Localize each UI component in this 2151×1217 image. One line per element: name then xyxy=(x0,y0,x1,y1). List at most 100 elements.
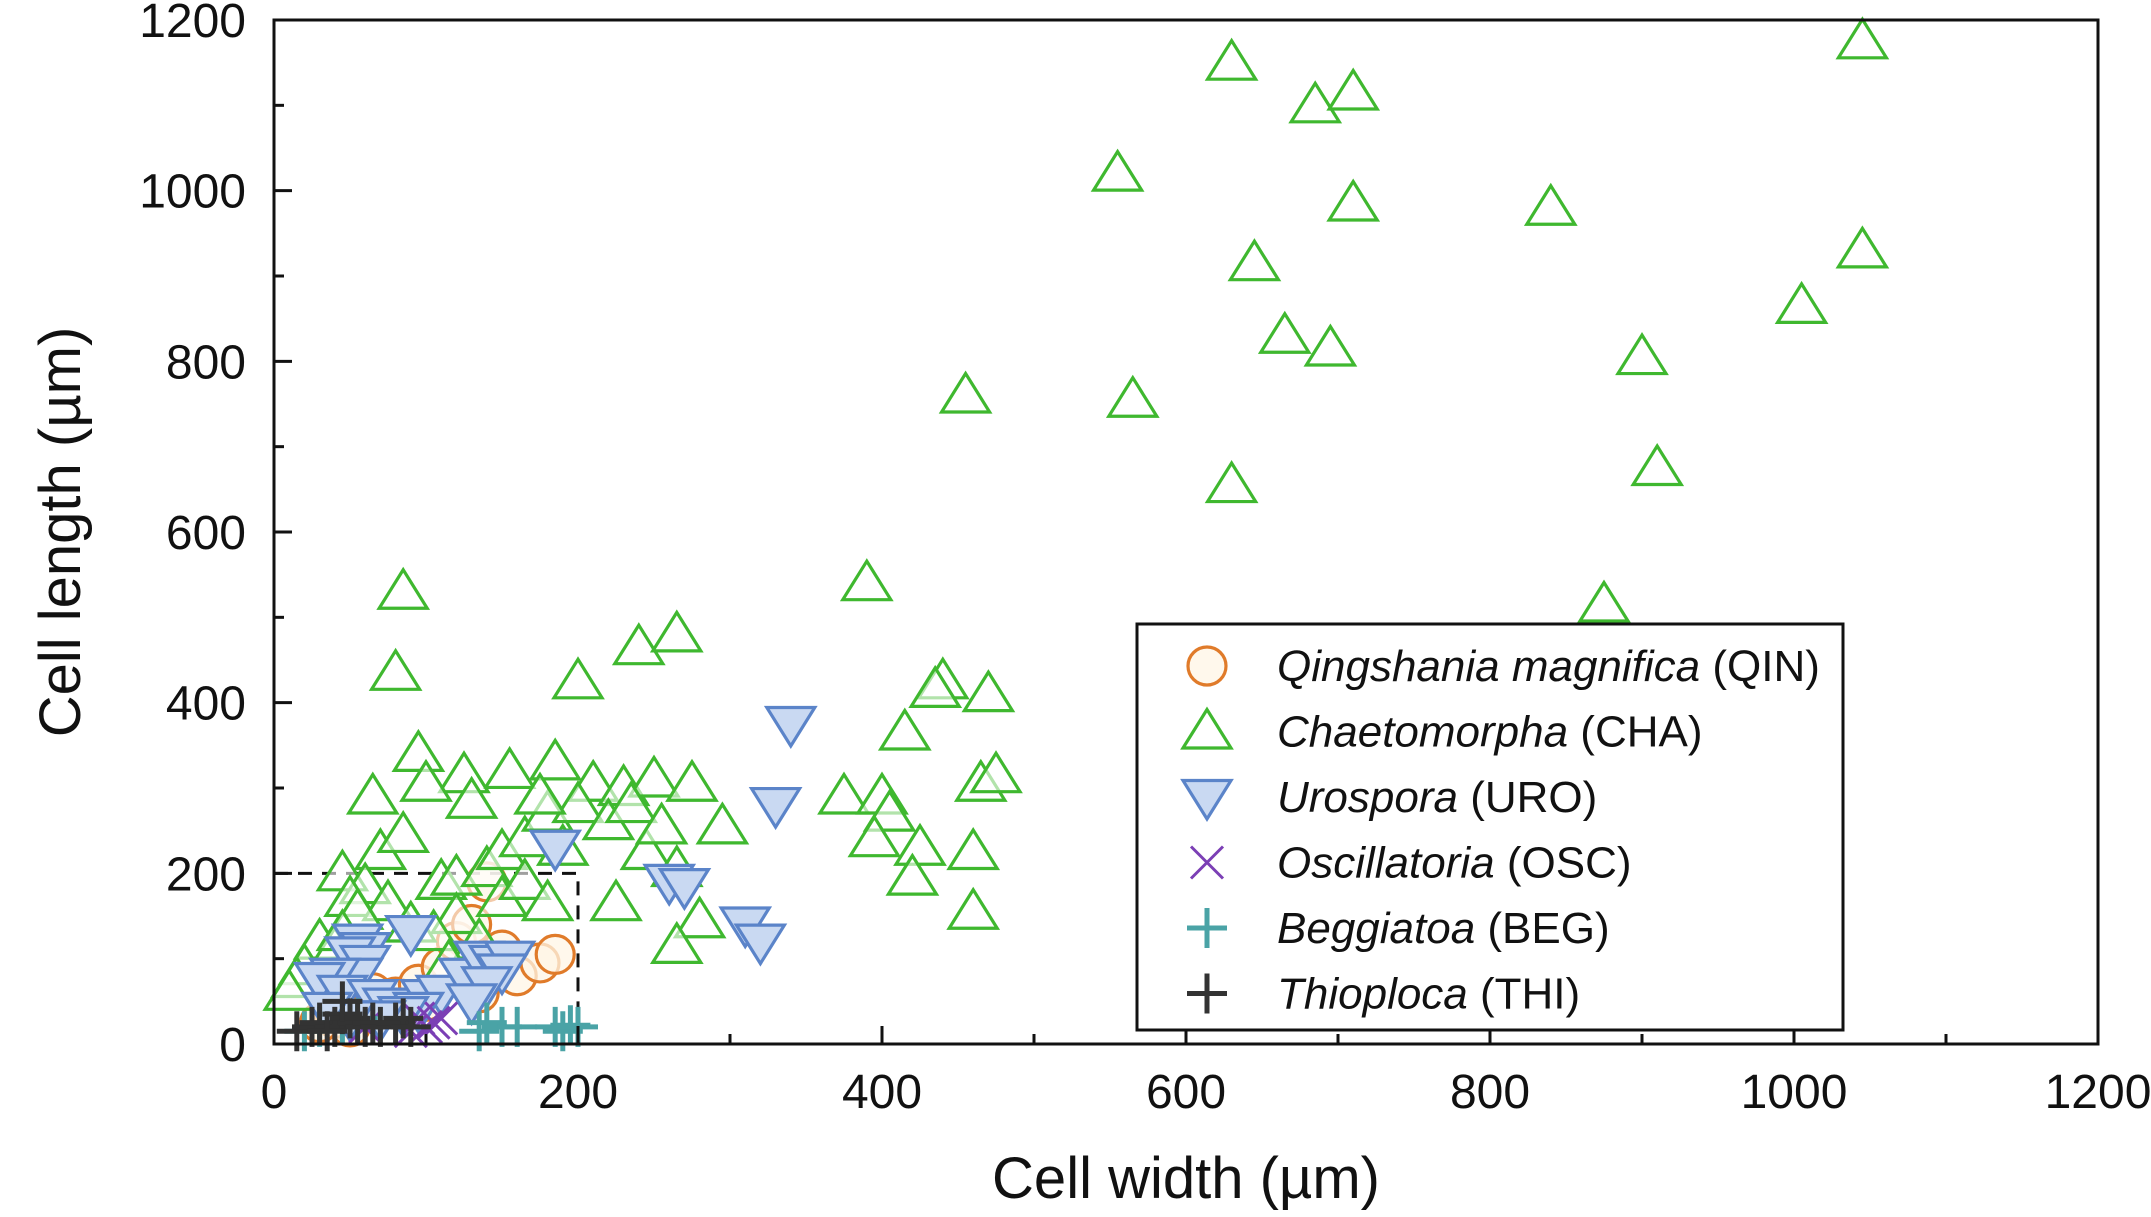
data-point xyxy=(520,878,575,922)
data-point xyxy=(634,801,689,845)
data-point xyxy=(513,771,567,815)
legend-series-abbr: (URO) xyxy=(1458,773,1597,822)
legend-item: Qingshania magnifica (QIN) xyxy=(1186,642,1820,691)
data-point xyxy=(893,822,947,866)
legend-series-abbr: (CHA) xyxy=(1568,708,1702,757)
data-point xyxy=(1835,16,1890,60)
axis-ticks: 0 200 400 600 800 1000 1200 0 200 400 600 800 1000 12… xyxy=(139,0,2151,1119)
legend-label: Qingshania magnifica (QIN) xyxy=(1277,642,1820,691)
x-tick-label: 1000 xyxy=(1741,1066,1848,1119)
data-point xyxy=(657,868,712,912)
data-point xyxy=(748,786,803,831)
data-point xyxy=(368,647,423,691)
y-tick-label: 0 xyxy=(219,1019,246,1072)
data-point xyxy=(611,622,666,666)
data-point xyxy=(665,758,719,802)
data-point xyxy=(1523,182,1578,226)
data-point xyxy=(908,664,963,708)
y-tick-label: 200 xyxy=(166,848,246,901)
data-point xyxy=(399,758,453,802)
legend-label: Beggiatoa (BEG) xyxy=(1277,904,1610,953)
y-tick-label: 400 xyxy=(166,678,246,731)
legend-series-name: Beggiatoa xyxy=(1277,904,1475,953)
data-point xyxy=(1204,460,1259,504)
data-point xyxy=(528,737,583,781)
data-point xyxy=(733,923,788,967)
data-point xyxy=(938,370,993,414)
legend-series-abbr: (QIN) xyxy=(1700,642,1820,691)
data-point xyxy=(1774,280,1829,324)
legend-series-name: Oscillatoria xyxy=(1277,839,1495,888)
data-point xyxy=(649,920,704,964)
highlight-box-layer xyxy=(274,871,580,1044)
data-point xyxy=(1615,332,1669,376)
data-point xyxy=(1204,37,1259,81)
data-point xyxy=(1288,80,1343,124)
legend-item: Chaetomorpha (CHA) xyxy=(1180,706,1703,757)
x-tick-label: 400 xyxy=(842,1066,922,1119)
data-point xyxy=(551,780,605,824)
x-tick-label: 800 xyxy=(1450,1066,1530,1119)
legend-series-name: Chaetomorpha xyxy=(1277,708,1568,757)
series-cha xyxy=(262,16,1890,1011)
series-thi xyxy=(276,981,431,1052)
x-tick-label: 600 xyxy=(1146,1066,1226,1119)
x-tick-label: 1200 xyxy=(2045,1066,2151,1119)
legend-marker xyxy=(1189,845,1225,880)
y-tick-label: 1000 xyxy=(139,166,246,219)
data-point xyxy=(482,745,537,790)
legend-marker xyxy=(1180,778,1234,823)
data-point xyxy=(262,967,317,1011)
data-point xyxy=(604,780,659,824)
data-point xyxy=(946,886,1001,930)
data-point xyxy=(672,895,727,939)
data-point xyxy=(695,801,750,845)
legend-label: Oscillatoria (OSC) xyxy=(1277,839,1632,888)
data-point xyxy=(437,750,491,794)
data-point xyxy=(589,878,643,922)
legend-marker xyxy=(1187,973,1227,1014)
legend-series-abbr: (OSC) xyxy=(1495,839,1632,888)
data-point xyxy=(497,856,552,900)
legend-item: Urospora (URO) xyxy=(1180,773,1597,823)
data-point xyxy=(1303,323,1358,367)
data-point xyxy=(1257,310,1312,354)
legend-box xyxy=(1135,622,1845,1032)
data-point xyxy=(383,914,438,959)
legend-item: Beggiatoa (BEG) xyxy=(1187,904,1610,953)
data-point xyxy=(763,705,818,750)
y-tick-label: 800 xyxy=(166,336,246,389)
data-points-layer xyxy=(262,16,1890,1052)
data-point xyxy=(429,890,484,935)
legend-marker xyxy=(1186,645,1228,687)
data-point xyxy=(1835,225,1890,269)
data-point xyxy=(391,728,446,772)
data-point xyxy=(946,826,1001,871)
x-axis-title: Cell width (µm) xyxy=(992,1146,1380,1211)
legend-marker xyxy=(1187,908,1227,948)
data-point xyxy=(390,1006,431,1047)
data-point xyxy=(444,983,499,1027)
data-point xyxy=(1090,148,1145,192)
data-point xyxy=(1577,579,1631,623)
x-tick-label: 0 xyxy=(261,1066,288,1119)
data-point xyxy=(885,852,940,896)
data-point xyxy=(1227,238,1282,282)
x-tick-label: 200 xyxy=(538,1066,618,1119)
data-point xyxy=(627,754,681,798)
data-point xyxy=(376,566,431,610)
data-point xyxy=(969,750,1023,794)
legend-series-name: Thioploca xyxy=(1277,970,1468,1019)
zoom-region-box xyxy=(274,871,580,1044)
legend-item: Oscillatoria (OSC) xyxy=(1189,839,1632,888)
data-point xyxy=(528,829,583,873)
data-point xyxy=(376,809,431,854)
data-point xyxy=(322,981,363,1022)
data-point xyxy=(383,998,424,1039)
data-point xyxy=(1326,67,1381,111)
data-point xyxy=(345,771,400,815)
data-point xyxy=(1630,442,1685,487)
data-point xyxy=(847,814,902,858)
data-point xyxy=(839,558,894,602)
data-point xyxy=(444,775,499,819)
